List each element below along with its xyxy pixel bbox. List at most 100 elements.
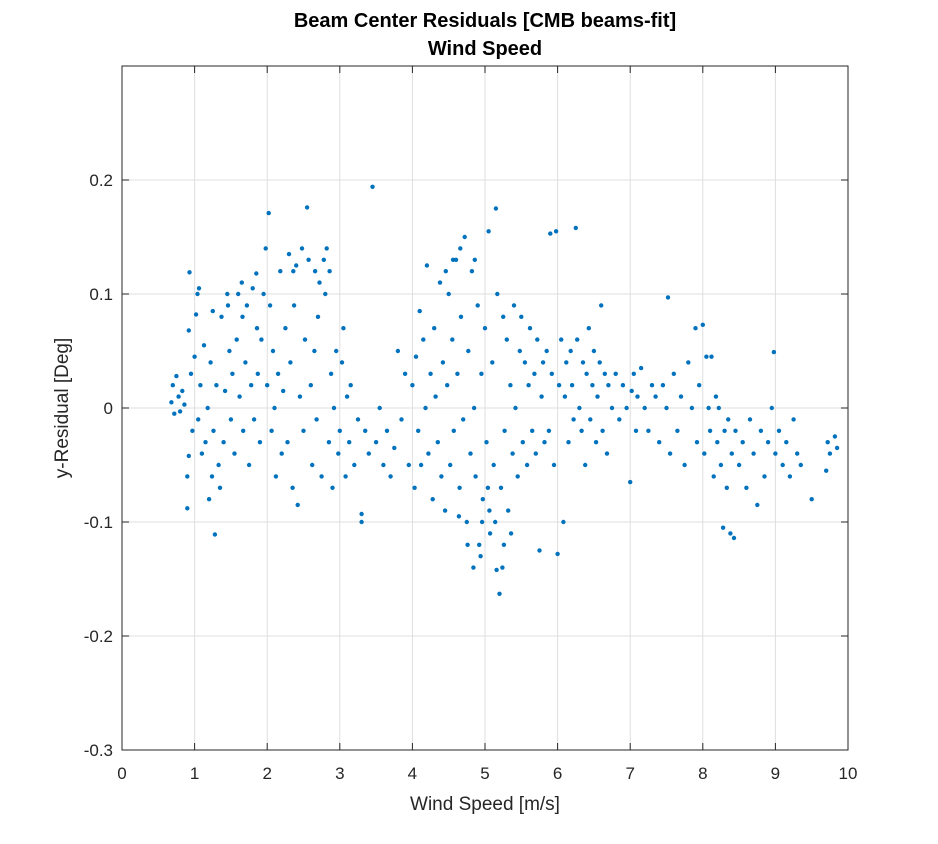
scatter-point — [437, 280, 443, 285]
scatter-point — [308, 383, 313, 388]
scatter-point — [328, 371, 334, 376]
scatter-point — [508, 383, 513, 388]
scatter-point — [584, 371, 589, 376]
scatter-point — [657, 440, 662, 445]
scatter-point — [635, 394, 640, 399]
scatter-point — [304, 205, 310, 210]
scatter-point — [442, 508, 448, 513]
scatter-point — [473, 474, 478, 479]
scatter-point — [827, 451, 833, 456]
scatter-point — [702, 451, 707, 456]
scatter-point — [597, 360, 602, 365]
scatter-point — [508, 531, 514, 536]
scatter-point — [694, 440, 700, 445]
scatter-point — [544, 348, 549, 354]
x-tick-label: 7 — [625, 764, 634, 783]
scatter-point — [728, 531, 733, 536]
scatter-point — [281, 388, 286, 394]
scatter-point — [214, 383, 219, 388]
scatter-point — [539, 394, 544, 399]
scatter-point — [729, 451, 734, 456]
scatter-point — [169, 400, 174, 405]
scatter-point — [787, 474, 793, 479]
scatter-point — [203, 440, 208, 445]
scatter-point — [278, 269, 283, 274]
scatter-point — [199, 451, 205, 456]
scatter-point — [678, 394, 684, 399]
scatter-point — [237, 394, 242, 399]
scatter-point — [310, 462, 315, 468]
scatter-point — [758, 428, 764, 433]
scatter-point — [795, 451, 800, 456]
scatter-point — [195, 291, 200, 297]
scatter-point — [524, 462, 530, 468]
scatter-point — [784, 440, 789, 445]
y-tick-label: -0.1 — [84, 513, 113, 532]
scatter-point — [424, 263, 430, 268]
scatter-point — [740, 440, 745, 445]
scatter-point — [593, 440, 599, 445]
scatter-point — [341, 326, 346, 331]
scatter-point — [359, 519, 364, 525]
scatter-point — [410, 383, 415, 388]
scatter-point — [646, 428, 651, 433]
scatter-point — [548, 231, 553, 236]
scatter-point — [667, 451, 673, 456]
scatter-point — [633, 428, 639, 433]
scatter-point — [254, 326, 260, 331]
scatter-point — [561, 519, 566, 525]
scatter-point — [586, 326, 591, 331]
scatter-point — [174, 373, 179, 379]
scatter-point — [517, 348, 522, 354]
scatter-point — [599, 303, 604, 308]
scatter-point — [726, 417, 731, 422]
scatter-point — [462, 234, 467, 240]
scatter-point — [475, 303, 480, 308]
scatter-point — [527, 326, 533, 331]
scatter-point — [510, 451, 515, 456]
x-axis-label: Wind Speed [m/s] — [410, 794, 560, 815]
scatter-point — [590, 383, 595, 388]
scatter-point — [176, 394, 181, 399]
scatter-point — [299, 246, 305, 251]
scatter-point — [250, 286, 255, 291]
scatter-point — [418, 462, 424, 468]
scatter-point — [487, 531, 493, 536]
scatter-point — [471, 565, 476, 570]
scatter-point — [686, 360, 691, 365]
scatter-point — [535, 337, 540, 342]
scatter-point — [546, 428, 552, 433]
scatter-point — [540, 360, 546, 365]
scatter-point — [172, 411, 177, 416]
scatter-point — [432, 326, 437, 331]
scatter-point — [443, 269, 448, 274]
scatter-point — [201, 343, 207, 348]
scatter-point — [606, 383, 611, 388]
scatter-point — [196, 286, 202, 291]
scatter-point — [421, 337, 426, 342]
x-tick-label: 2 — [262, 764, 271, 783]
scatter-point — [355, 417, 361, 422]
scatter-point — [664, 405, 669, 411]
scatter-point — [715, 440, 720, 445]
scatter-point — [480, 497, 485, 502]
scatter-point — [506, 508, 511, 513]
scatter-point — [809, 497, 814, 502]
scatter-point — [588, 417, 593, 422]
scatter-point — [533, 451, 538, 456]
scatter-point — [417, 308, 422, 314]
scatter-point — [185, 474, 190, 479]
scatter-point — [312, 348, 317, 354]
scatter-point — [693, 326, 698, 331]
scatter-point — [306, 257, 311, 262]
scatter-point — [439, 474, 444, 479]
scatter-point — [285, 440, 290, 445]
scatter-point — [186, 453, 191, 459]
scatter-point — [188, 371, 194, 376]
scatter-point — [776, 428, 782, 433]
scatter-point — [458, 246, 463, 251]
x-tick-label: 0 — [117, 764, 126, 783]
axis-ticks — [121, 66, 849, 751]
scatter-point — [573, 225, 578, 231]
scatter-point — [270, 348, 276, 354]
